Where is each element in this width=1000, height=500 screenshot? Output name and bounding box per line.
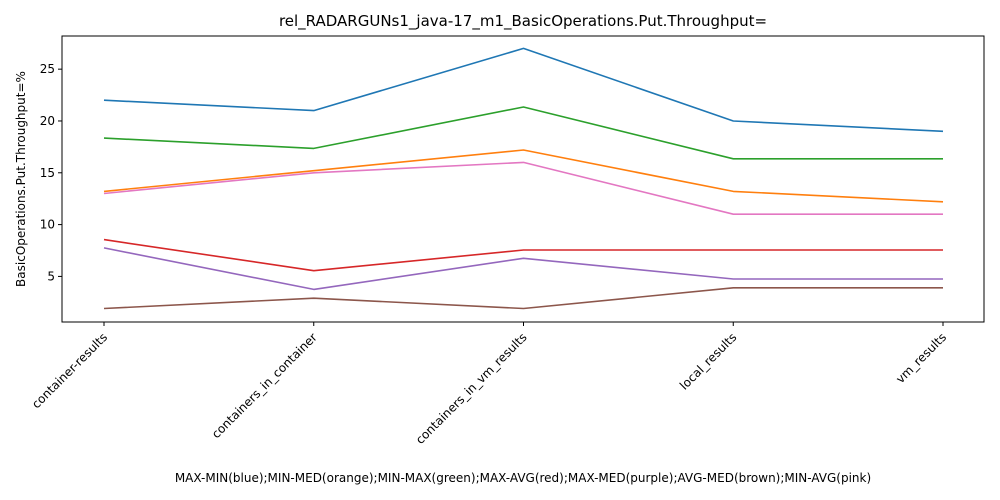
y-tick-label: 15 [40, 166, 55, 180]
y-tick-label: 20 [40, 114, 55, 128]
series-line-1 [103, 149, 944, 203]
y-tick-label: 25 [40, 62, 55, 76]
series-line-6 [103, 161, 943, 215]
x-tick-label: containers_in_vm_results [413, 330, 530, 447]
x-tick-label: local_results [677, 330, 739, 392]
y-axis-label: BasicOperations.Put.Throughput=% [14, 71, 28, 287]
series-line-2 [103, 106, 943, 160]
series-line-4 [103, 247, 943, 291]
series-line-0 [103, 47, 944, 133]
series-line-5 [103, 286, 943, 310]
series-line-3 [103, 238, 943, 272]
x-axis-label: MAX-MIN(blue);MIN-MED(orange);MIN-MAX(gr… [175, 471, 871, 485]
x-axis: container-results containers_in_container… [29, 322, 949, 447]
x-tick-label: vm_results [893, 330, 949, 386]
series-layer [103, 47, 944, 310]
x-tick-label: container-results [29, 330, 110, 411]
y-tick-label: 10 [40, 218, 55, 232]
chart-title: rel_RADARGUNs1_java-17_m1_BasicOperation… [279, 12, 767, 31]
y-axis: 5 10 15 20 25 [40, 62, 62, 283]
y-tick-label: 5 [47, 269, 55, 283]
x-tick-label: containers_in_container [209, 330, 320, 441]
